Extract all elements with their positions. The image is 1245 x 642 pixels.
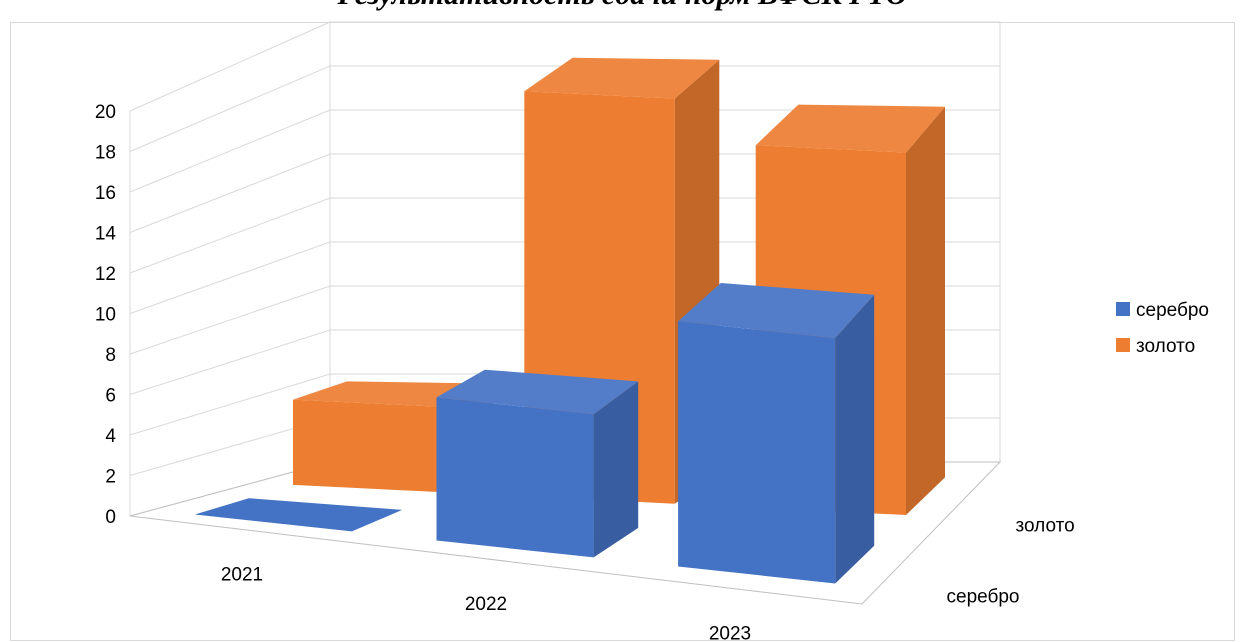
legend-label: золото xyxy=(1136,336,1195,357)
depth-tick-label: золото xyxy=(1016,516,1075,537)
chart-title: Результативность сдачи норм ВФСК ГТО xyxy=(0,0,1245,12)
y-tick-label: 12 xyxy=(95,264,116,285)
bar-side xyxy=(593,381,639,558)
bar-серебро-2022 xyxy=(436,369,639,558)
y-tick-label: 0 xyxy=(105,507,116,528)
x-tick-label: 2021 xyxy=(221,565,263,586)
bar-top xyxy=(678,283,875,339)
bars xyxy=(194,57,945,584)
x-axis-ticks: 2021 2022 2023 xyxy=(221,565,751,642)
bar-side xyxy=(835,294,875,584)
y-tick-label: 18 xyxy=(95,143,116,164)
bar-front xyxy=(678,321,836,584)
bar-серебро-2021 xyxy=(194,498,403,532)
bar-front xyxy=(293,399,444,493)
y-tick-label: 4 xyxy=(105,426,116,447)
bar-top xyxy=(436,369,639,415)
y-tick-label: 2 xyxy=(105,467,116,488)
floor-outline xyxy=(129,461,1002,605)
depth-axis-ticks: серебро золото xyxy=(947,516,1075,608)
legend: серебро золото xyxy=(1116,300,1209,357)
x-tick-label: 2022 xyxy=(465,594,507,615)
bar-top xyxy=(755,104,945,153)
y-tick-label: 10 xyxy=(95,305,116,326)
y-tick-label: 20 xyxy=(95,102,116,123)
y-tick-label: 6 xyxy=(105,386,116,407)
y-tick-label: 8 xyxy=(105,345,116,366)
bar-front xyxy=(436,397,594,558)
legend-label: серебро xyxy=(1136,300,1209,321)
x-tick-label: 2023 xyxy=(709,623,751,642)
bar-top xyxy=(524,57,720,99)
depth-tick-label: серебро xyxy=(947,587,1020,608)
legend-swatch xyxy=(1116,302,1130,316)
y-axis-ticks: 0 2 4 6 8 10 12 14 16 18 20 xyxy=(95,102,117,528)
bar-серебро-2023 xyxy=(678,283,875,584)
legend-swatch xyxy=(1116,338,1130,352)
y-tick-label: 14 xyxy=(95,224,117,245)
y-tick-label: 16 xyxy=(95,183,116,204)
bar-base xyxy=(194,498,403,532)
bar-side xyxy=(906,106,945,515)
